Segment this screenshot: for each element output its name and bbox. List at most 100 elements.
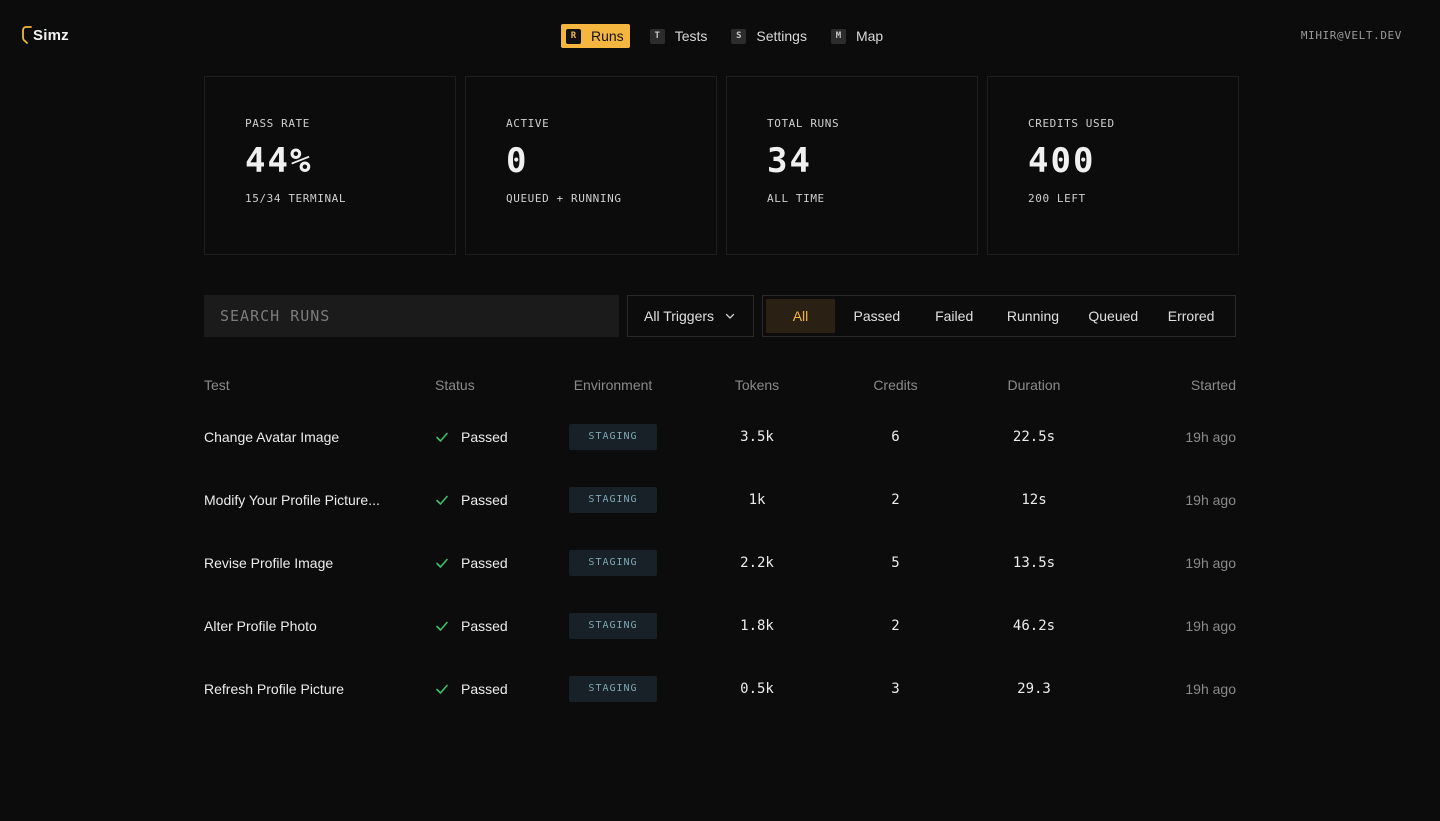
top-bar: Simz R Runs T Tests S Settings M Map MIH… xyxy=(0,0,1440,72)
logo-text: Simz xyxy=(33,26,69,44)
env-cell: STAGING xyxy=(545,612,681,639)
tab-errored[interactable]: Errored xyxy=(1167,308,1215,324)
column-header[interactable]: Status xyxy=(435,377,475,393)
column-header[interactable]: Started xyxy=(1190,377,1236,393)
column-header[interactable]: Test xyxy=(204,377,230,393)
tokens-cell: 3.5k xyxy=(740,428,774,445)
table-row[interactable]: Alter Profile Photo Passed STAGING 1.8k … xyxy=(204,594,1236,657)
column-header[interactable]: Duration xyxy=(1007,377,1061,393)
nav-label: Map xyxy=(855,28,884,44)
stat-card-active: ACTIVE 0 QUEUED + RUNNING xyxy=(465,76,717,255)
env-cell: STAGING xyxy=(545,423,681,450)
stat-sub: 15/34 TERMINAL xyxy=(245,192,347,205)
tab-failed[interactable]: Failed xyxy=(935,308,974,324)
stats-row: PASS RATE 44% 15/34 TERMINAL ACTIVE 0 QU… xyxy=(204,76,1239,255)
column-header[interactable]: Tokens xyxy=(734,377,780,393)
status-text: Passed xyxy=(461,491,508,508)
table-row[interactable]: Modify Your Profile Picture... Passed ST… xyxy=(204,468,1236,531)
credits-cell: 6 xyxy=(891,428,900,445)
nav-key: S xyxy=(731,28,747,44)
status-text: Passed xyxy=(461,617,508,634)
env-badge: STAGING xyxy=(569,549,657,576)
duration-cell: 46.2s xyxy=(1012,617,1056,634)
status-text: Passed xyxy=(461,428,508,445)
duration-cell: 12s xyxy=(1021,491,1047,508)
stat-label: TOTAL RUNS xyxy=(767,117,840,130)
env-cell: STAGING xyxy=(545,549,681,576)
nav-label: Tests xyxy=(674,28,708,44)
test-name[interactable]: Revise Profile Image xyxy=(204,554,334,571)
credits-cell: 2 xyxy=(891,491,900,508)
table-row[interactable]: Revise Profile Image Passed STAGING 2.2k… xyxy=(204,531,1236,594)
chevron-down-icon xyxy=(725,313,735,319)
check-icon xyxy=(436,558,448,568)
column-header[interactable]: Credits xyxy=(873,377,918,393)
nav-settings[interactable]: S Settings xyxy=(731,24,811,48)
env-cell: STAGING xyxy=(545,486,681,513)
started-cell: 19h ago xyxy=(1185,554,1236,571)
started-cell: 19h ago xyxy=(1185,428,1236,445)
nav-map[interactable]: M Map xyxy=(830,24,887,48)
tab-running[interactable]: Running xyxy=(1006,308,1060,324)
started-cell: 19h ago xyxy=(1185,680,1236,697)
tokens-cell: 0.5k xyxy=(740,680,774,697)
check-icon xyxy=(436,495,448,505)
stat-sub: 200 LEFT xyxy=(1028,192,1086,205)
tab-all[interactable]: All xyxy=(766,299,835,333)
credits-cell: 2 xyxy=(891,617,900,634)
column-header[interactable]: Environment xyxy=(573,377,653,393)
credits-cell: 5 xyxy=(891,554,900,571)
duration-cell: 29.3 xyxy=(1017,680,1051,697)
table-header: Test Status Environment Tokens Credits D… xyxy=(204,365,1236,405)
test-name[interactable]: Modify Your Profile Picture... xyxy=(204,491,380,508)
env-badge: STAGING xyxy=(569,423,657,450)
search-input[interactable] xyxy=(204,295,619,337)
started-cell: 19h ago xyxy=(1185,491,1236,508)
trigger-dropdown[interactable]: All Triggers xyxy=(627,295,754,337)
started-cell: 19h ago xyxy=(1185,617,1236,634)
stat-value: 0 xyxy=(506,141,529,181)
stat-value: 44% xyxy=(245,141,313,181)
env-badge: STAGING xyxy=(569,612,657,639)
stat-sub: QUEUED + RUNNING xyxy=(506,192,622,205)
nav-label: Runs xyxy=(591,28,624,44)
stat-label: ACTIVE xyxy=(506,117,550,130)
stat-value: 34 xyxy=(767,141,812,181)
status-cell: Passed xyxy=(435,492,545,508)
status-cell: Passed xyxy=(435,681,545,697)
test-name[interactable]: Change Avatar Image xyxy=(204,428,340,445)
test-name[interactable]: Alter Profile Photo xyxy=(204,617,317,634)
user-email[interactable]: MIHIR@VELT.DEV xyxy=(1300,29,1402,42)
stat-card-pass-rate: PASS RATE 44% 15/34 TERMINAL xyxy=(204,76,456,255)
table-row[interactable]: Change Avatar Image Passed STAGING 3.5k … xyxy=(204,405,1236,468)
stat-value: 400 xyxy=(1028,141,1096,181)
logo-icon xyxy=(22,26,32,44)
nav-key: M xyxy=(830,28,846,44)
tab-passed[interactable]: Passed xyxy=(853,308,901,324)
env-badge: STAGING xyxy=(569,486,657,513)
stat-label: PASS RATE xyxy=(245,117,311,130)
logo[interactable]: Simz xyxy=(22,24,69,46)
test-name[interactable]: Refresh Profile Picture xyxy=(204,680,345,697)
check-icon xyxy=(436,621,448,631)
status-filter-tabs: All Passed Failed Running Queued Errored xyxy=(762,295,1236,337)
status-text: Passed xyxy=(461,680,508,697)
stat-card-credits-used: CREDITS USED 400 200 LEFT xyxy=(987,76,1239,255)
credits-cell: 3 xyxy=(891,680,900,697)
stat-sub: ALL TIME xyxy=(767,192,825,205)
env-badge: STAGING xyxy=(569,675,657,702)
check-icon xyxy=(436,684,448,694)
duration-cell: 22.5s xyxy=(1012,428,1056,445)
nav-tests[interactable]: T Tests xyxy=(649,24,712,48)
status-text: Passed xyxy=(461,554,508,571)
main-nav: R Runs T Tests S Settings M Map xyxy=(561,24,887,48)
duration-cell: 13.5s xyxy=(1012,554,1056,571)
nav-runs[interactable]: R Runs xyxy=(561,24,630,48)
table-row[interactable]: Refresh Profile Picture Passed STAGING 0… xyxy=(204,657,1236,720)
trigger-label: All Triggers xyxy=(644,308,715,324)
nav-label: Settings xyxy=(756,28,807,44)
tab-queued[interactable]: Queued xyxy=(1088,308,1139,324)
status-cell: Passed xyxy=(435,618,545,634)
nav-key: T xyxy=(649,28,665,44)
env-cell: STAGING xyxy=(545,675,681,702)
